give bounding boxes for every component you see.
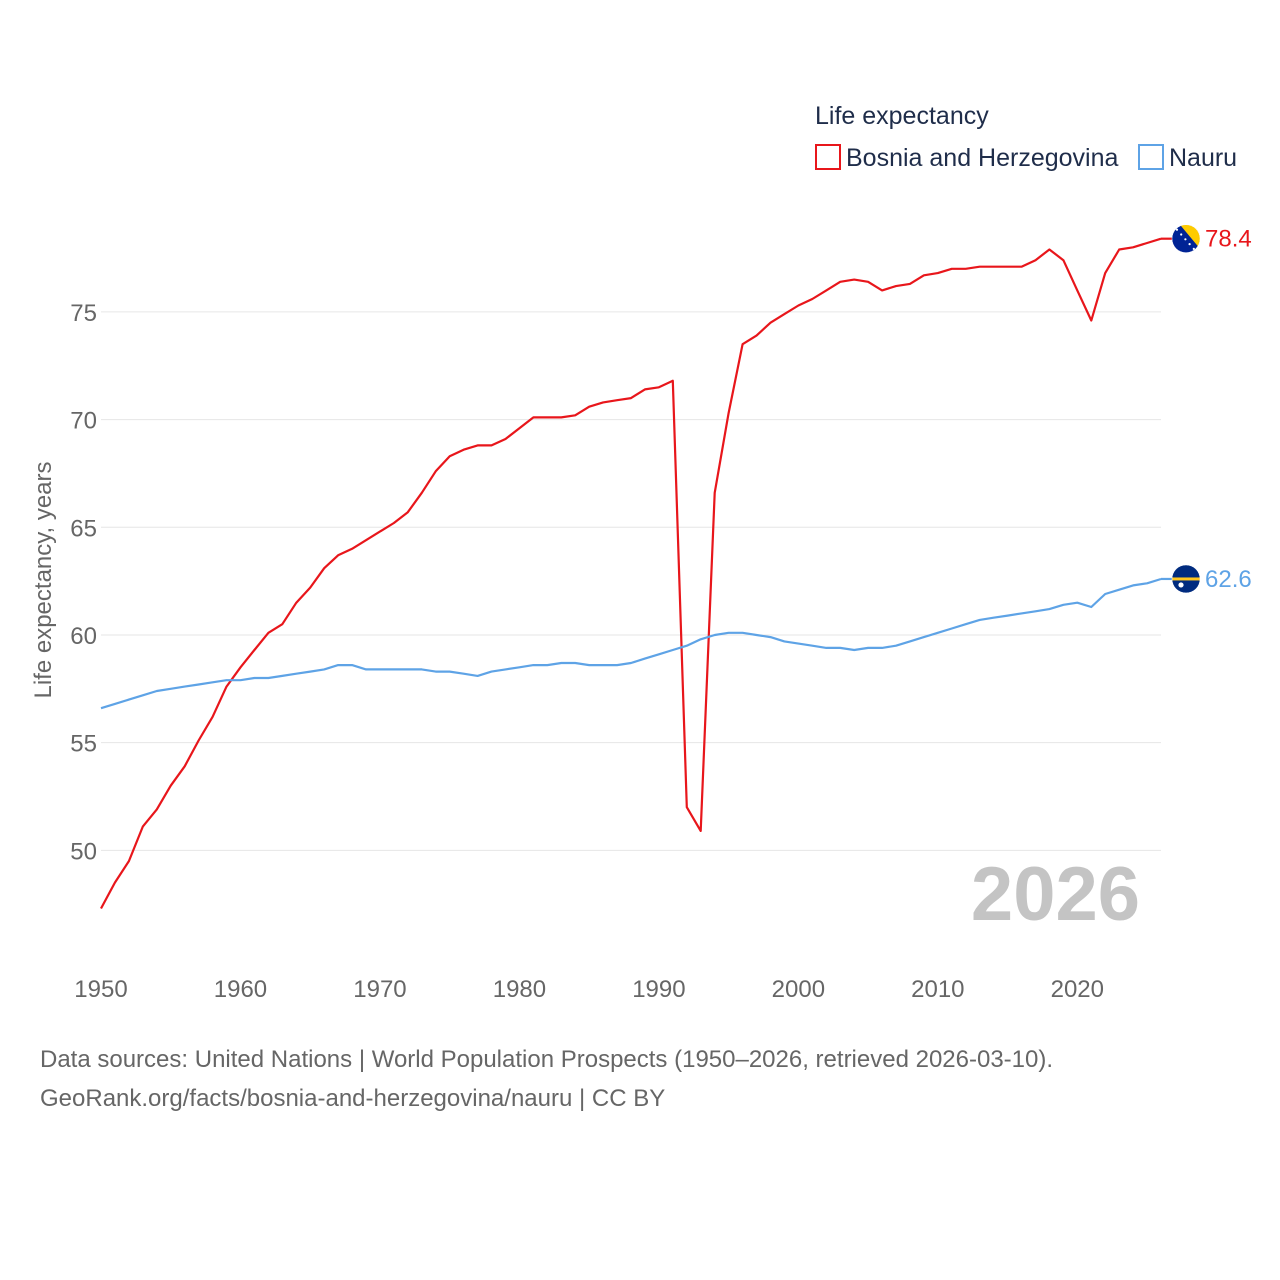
series-line-nauru	[100, 577, 1162, 710]
legend: Life expectancy Bosnia and Herzegovina N…	[815, 102, 1237, 172]
x-axis-ticks: 1950 1960 1970 1980 1990 2000 2010 2020	[74, 976, 1104, 1003]
life-expectancy-chart: 50 55 60 65 70 75 1950 1960 1970 1980 1990 2000 201…	[30, 102, 1252, 1003]
y-tick-70: 70	[70, 408, 97, 435]
x-tick-2010: 2010	[911, 976, 964, 1003]
bosnia-flag-icon	[1171, 224, 1201, 253]
y-axis-label: Life expectancy, years	[30, 461, 57, 698]
series-lines	[100, 237, 1162, 910]
gridlines	[101, 311, 1161, 851]
x-tick-2000: 2000	[772, 976, 825, 1003]
y-tick-65: 65	[70, 515, 97, 542]
y-tick-60: 60	[70, 623, 97, 650]
x-tick-1990: 1990	[632, 976, 685, 1003]
y-tick-75: 75	[70, 300, 97, 327]
y-axis-ticks: 50 55 60 65 70 75	[70, 300, 97, 865]
data-sources-note: Data sources: United Nations | World Pop…	[40, 1046, 1054, 1073]
legend-title: Life expectancy	[815, 102, 989, 130]
x-tick-1970: 1970	[353, 976, 406, 1003]
source-link[interactable]: GeoRank.org/facts/bosnia-and-herzegovina…	[40, 1085, 666, 1112]
x-tick-2020: 2020	[1051, 976, 1104, 1003]
footer: Data sources: United Nations | World Pop…	[40, 1040, 1053, 1118]
end-label-bosnia-and-herzegovina: 78.4	[1205, 226, 1252, 253]
y-tick-55: 55	[70, 731, 97, 758]
current-year-label: 2026	[971, 852, 1140, 937]
series-line-bosnia-and-herzegovina	[100, 237, 1162, 910]
y-tick-50: 50	[70, 838, 97, 865]
x-tick-1980: 1980	[493, 976, 546, 1003]
legend-item-nauru[interactable]: Nauru	[1138, 144, 1237, 172]
x-tick-1950: 1950	[74, 976, 127, 1003]
x-tick-1960: 1960	[214, 976, 267, 1003]
legend-swatch-bosnia	[815, 144, 841, 170]
legend-label-bosnia: Bosnia and Herzegovina	[846, 144, 1118, 172]
legend-swatch-nauru	[1138, 144, 1164, 170]
end-label-nauru: 62.6	[1205, 566, 1252, 593]
legend-label-nauru: Nauru	[1169, 144, 1237, 172]
nauru-flag-icon	[1171, 564, 1201, 594]
series-end-markers: 78.4 62.6	[1161, 224, 1252, 594]
legend-item-bosnia[interactable]: Bosnia and Herzegovina	[815, 144, 1118, 172]
